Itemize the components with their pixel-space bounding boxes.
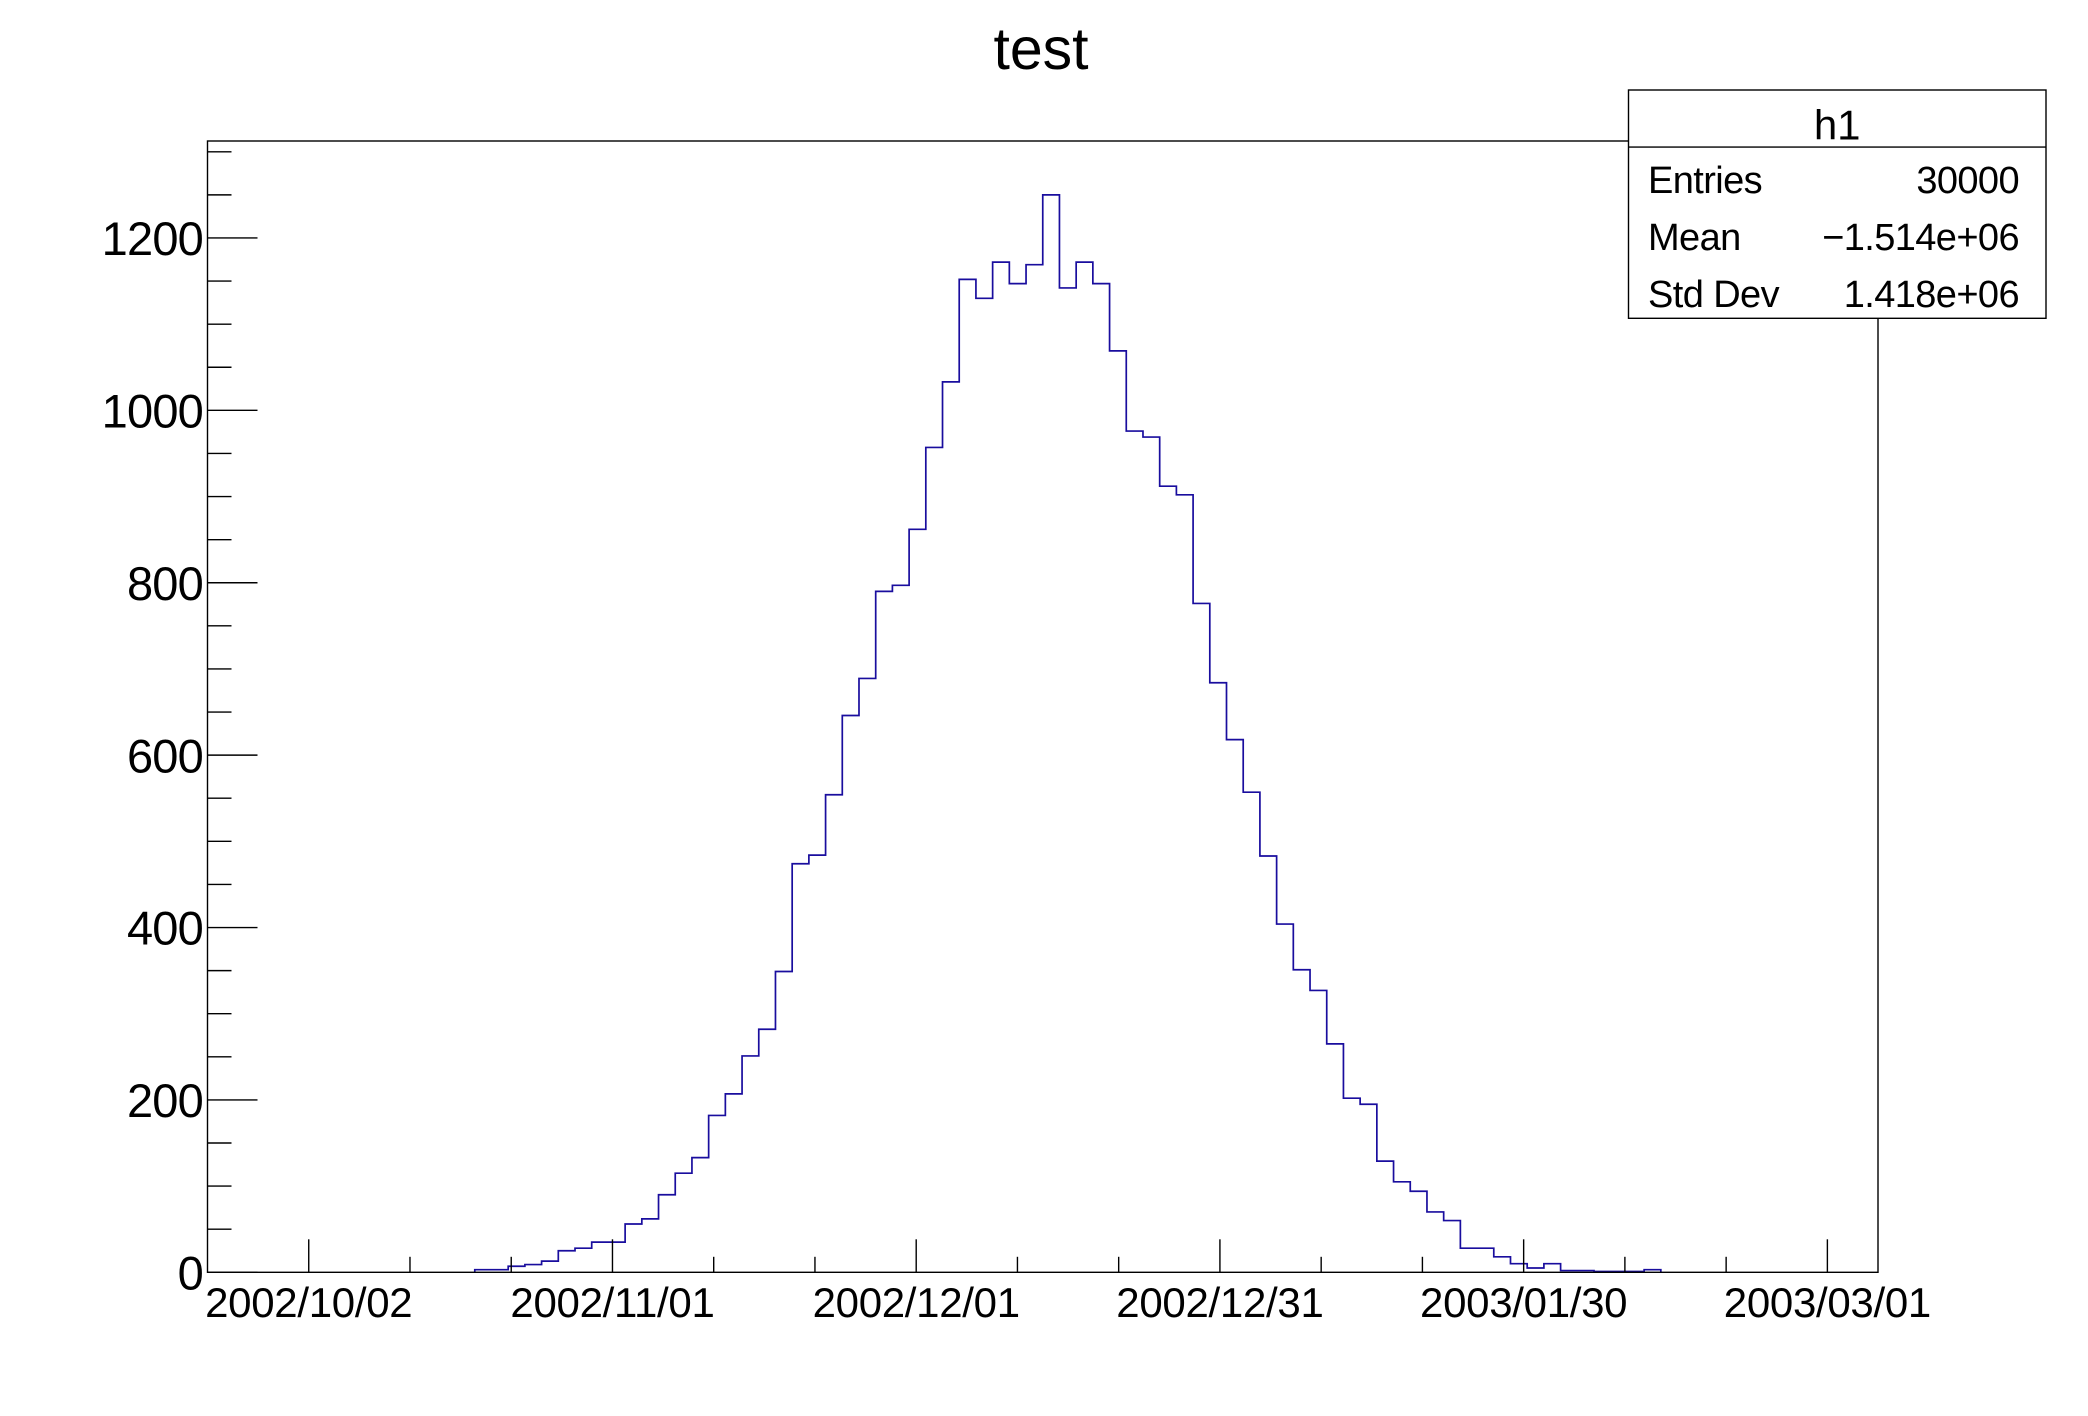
svg-text:0: 0 bbox=[178, 1247, 203, 1300]
svg-text:2002/10/02: 2002/10/02 bbox=[205, 1279, 412, 1326]
svg-text:−1.514e+06: −1.514e+06 bbox=[1822, 217, 2019, 259]
svg-text:2003/01/30: 2003/01/30 bbox=[1420, 1279, 1627, 1326]
svg-text:test: test bbox=[993, 16, 1088, 82]
svg-text:2003/03/01: 2003/03/01 bbox=[1724, 1279, 1931, 1326]
svg-text:2002/11/01: 2002/11/01 bbox=[510, 1279, 714, 1326]
svg-text:h1: h1 bbox=[1814, 102, 1861, 149]
svg-text:Std Dev: Std Dev bbox=[1648, 274, 1780, 316]
svg-text:400: 400 bbox=[127, 902, 203, 955]
svg-text:2002/12/01: 2002/12/01 bbox=[813, 1279, 1020, 1326]
svg-text:1000: 1000 bbox=[102, 385, 203, 438]
svg-text:30000: 30000 bbox=[1916, 160, 2019, 202]
svg-text:1200: 1200 bbox=[102, 212, 203, 265]
svg-text:600: 600 bbox=[127, 729, 203, 782]
svg-text:Entries: Entries bbox=[1648, 160, 1762, 202]
svg-text:800: 800 bbox=[127, 557, 203, 610]
svg-text:2002/12/31: 2002/12/31 bbox=[1116, 1279, 1323, 1326]
svg-text:1.418e+06: 1.418e+06 bbox=[1844, 274, 2019, 316]
svg-text:Mean: Mean bbox=[1648, 217, 1741, 259]
svg-text:200: 200 bbox=[127, 1074, 203, 1127]
